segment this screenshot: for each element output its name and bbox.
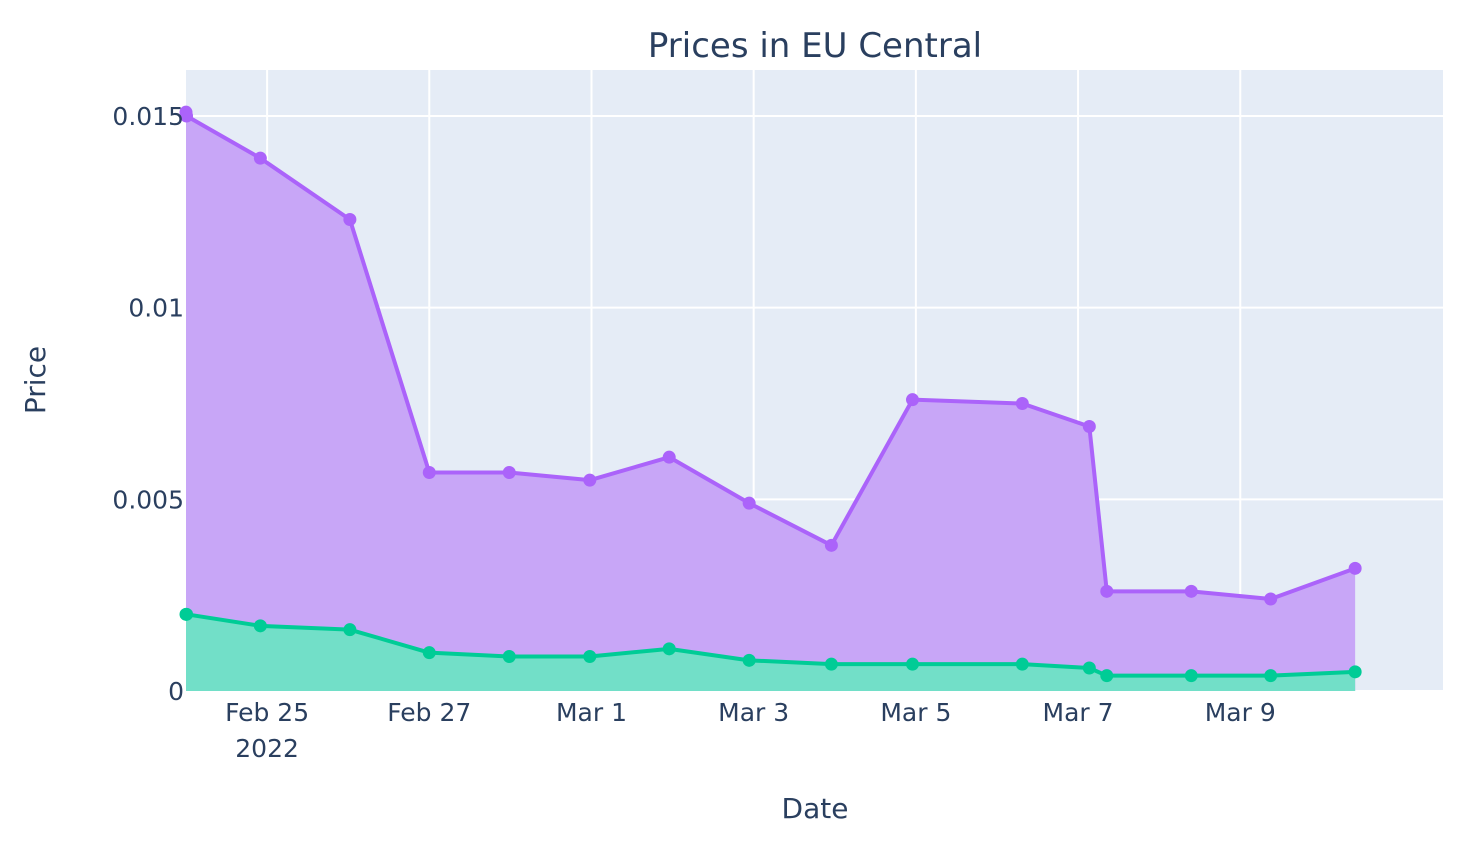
series-1-point [1264,669,1278,683]
series-1-point [422,646,436,660]
series-0-point [662,450,676,464]
chart-title: Prices in EU Central [648,26,982,66]
x-tick-label: Feb 27 [387,698,471,727]
series-1-point [1348,665,1362,679]
series-0-point [502,466,516,479]
series-0-point [1348,561,1362,575]
series-1-point [180,607,194,621]
y-axis-title: Price [19,346,52,414]
series-1-point [1184,669,1198,683]
x-tick-label: Mar 7 [1043,698,1114,727]
series-1-point [502,650,516,663]
series-0-point [1184,584,1198,598]
series-0-point [742,496,756,510]
series-0-area [186,112,1356,691]
series-0-point [343,213,357,226]
series-1-point [583,650,597,663]
series-0-point [905,393,919,407]
series-0-point [824,538,838,552]
series-1-point [905,657,919,671]
x-tick-sublabel: 2022 [235,734,299,763]
x-tick-label: Mar 1 [556,698,627,727]
x-tick-label: Feb 25 [225,698,309,727]
series-0-point [583,473,597,487]
series-1-point [742,653,756,667]
series-1-point [253,619,267,633]
series-1-point [1100,669,1114,683]
x-tick-label: Mar 3 [718,698,789,727]
series-0-point [422,466,436,479]
y-tick-label: 0.005 [112,485,184,514]
series-1-point [1015,657,1029,671]
y-tick-labels: 0 0.005 0.01 0.015 [112,102,184,706]
x-tick-label: Mar 9 [1205,698,1276,727]
x-axis-title: Date [782,792,849,825]
series-1-area [186,614,1356,691]
series-1-point [662,642,676,656]
series-layer [179,105,1362,691]
series-0-point [180,109,194,123]
y-tick-label: 0.01 [128,294,184,323]
y-tick-label: 0 [168,677,184,706]
series-0-point [253,151,267,165]
series-0-point [1100,584,1114,598]
series-1-point [824,657,838,671]
series-0-point [1264,592,1278,606]
y-tick-label: 0.015 [112,102,184,131]
x-tick-labels: Feb 25 2022 Feb 27 Mar 1 Mar 3 Mar 5 Mar 7 Mar … [225,698,1276,763]
series-1-point [1082,661,1096,675]
series-0-point [1015,397,1029,410]
series-0-point [1082,420,1096,433]
series-1-point [343,623,357,637]
x-tick-label: Mar 5 [880,698,951,727]
